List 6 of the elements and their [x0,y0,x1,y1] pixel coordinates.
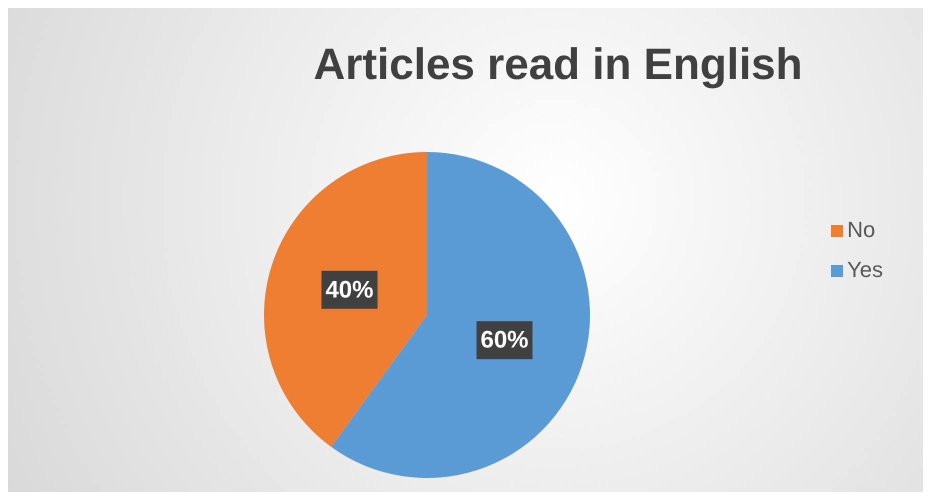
legend-label: No [847,217,876,242]
chart-title: Articles read in English [312,40,804,90]
data-label: 60% [480,326,529,354]
legend-label: Yes [847,257,883,282]
pie-slice [264,152,427,447]
data-label: 40% [325,276,374,304]
